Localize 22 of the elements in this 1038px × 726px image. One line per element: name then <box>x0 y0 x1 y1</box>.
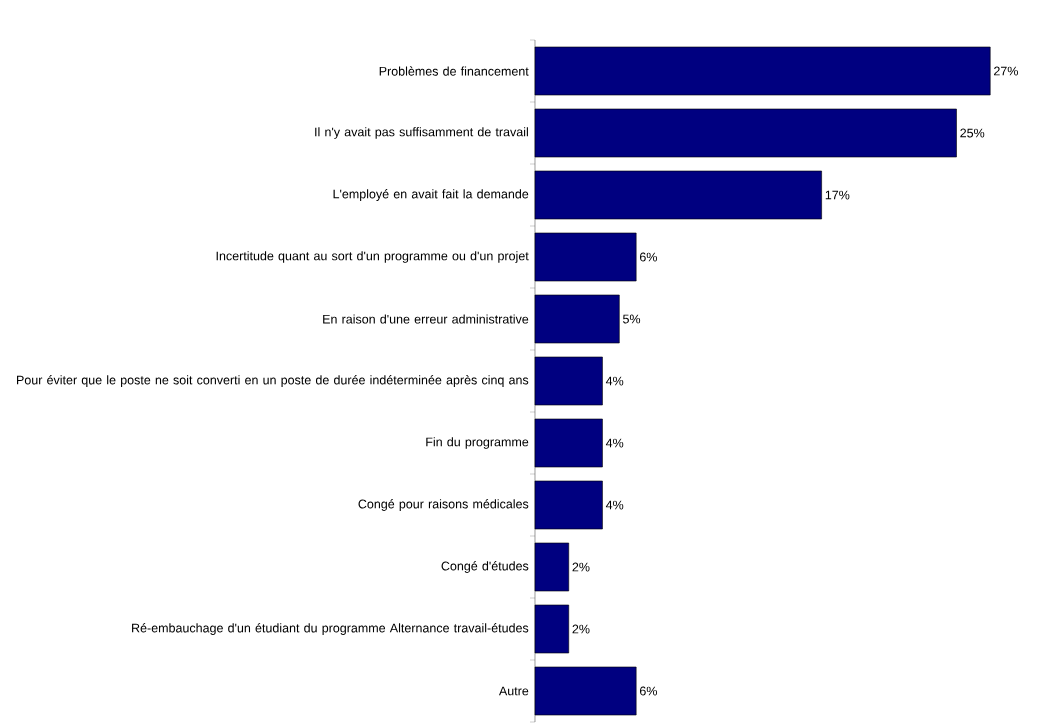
data-label: 17% <box>825 190 850 200</box>
data-label: 6% <box>639 686 657 696</box>
data-label: 2% <box>572 624 590 634</box>
y-tick-label: Ré-embauchage d'un étudiant du programme Alternance travail-études <box>132 623 529 635</box>
y-tick-label: Autre <box>498 686 529 696</box>
y-tick-label: Pour éviter que le poste ne soit converti en un poste de durée indéterminée après cinq ans <box>17 375 529 387</box>
data-label: 2% <box>572 562 590 572</box>
y-tick-label: Problèmes de financement <box>379 66 529 76</box>
y-tick-label: Congé pour raisons médicales <box>358 499 529 511</box>
data-label: 25% <box>960 128 985 138</box>
y-tick-label: Il n'y avait pas suffisamment de travail <box>315 127 528 139</box>
data-label: 4% <box>605 376 624 386</box>
y-tick-label: Fin du programme <box>426 437 529 449</box>
data-label: 27% <box>994 66 1018 76</box>
data-label: 6% <box>639 252 657 262</box>
y-tick-label: Congé d'études <box>441 561 529 573</box>
y-tick-label: Incertitude quant au sort d'un programme ou d'un projet <box>216 251 529 263</box>
data-label: 4% <box>605 438 624 448</box>
y-tick-label: L'employé en avait fait la demande <box>333 189 529 201</box>
data-label: 5% <box>623 314 641 324</box>
data-label: 4% <box>605 500 624 510</box>
y-tick-label: En raison d'une erreur administrative <box>323 314 529 324</box>
